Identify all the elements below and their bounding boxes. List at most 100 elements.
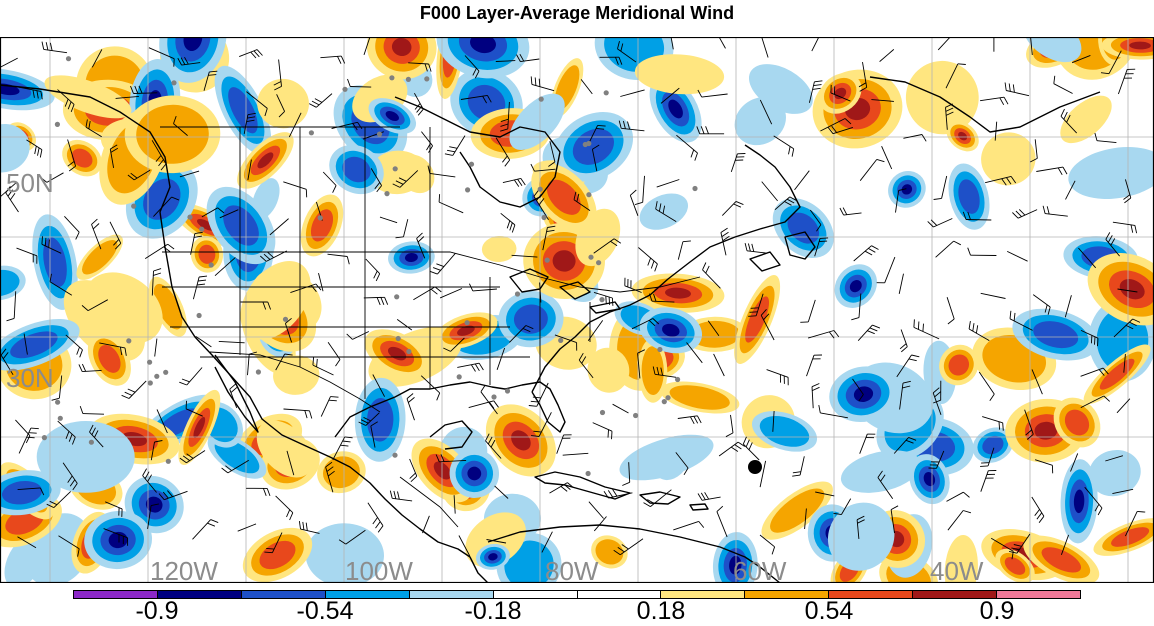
observation-dot (377, 132, 382, 137)
wind-barb (581, 79, 592, 94)
wind-barb (774, 136, 794, 157)
wind-barb (807, 355, 823, 376)
wind-barb (613, 404, 629, 413)
observation-dot (406, 349, 411, 354)
wind-barb (948, 511, 971, 531)
lon-label-60w: 60W (733, 556, 787, 583)
wind-barb (368, 503, 383, 533)
wind-barb (726, 415, 733, 437)
observation-dot (187, 215, 192, 220)
observation-dot (657, 347, 662, 352)
wind-barb (589, 502, 604, 519)
wind-barb (936, 241, 961, 257)
observation-dot (583, 142, 588, 147)
wind-barb (364, 297, 388, 305)
wind-barb (219, 341, 245, 342)
wind-barb (423, 516, 430, 533)
wind-barb (903, 135, 926, 142)
wind-barb (762, 182, 778, 201)
puerto-rico (690, 504, 708, 510)
wind-barb (714, 354, 725, 376)
wind-barb (380, 217, 397, 223)
wind-barb (80, 406, 104, 414)
observation-dot (166, 459, 171, 464)
wind-barb (328, 254, 350, 264)
observation-dot (148, 380, 153, 385)
wind-barb (620, 90, 644, 97)
wind-barb (1118, 69, 1135, 94)
wind-barb (1043, 206, 1068, 216)
observation-dot (66, 56, 71, 61)
wind-barb (531, 76, 554, 90)
wind-barb (899, 274, 903, 294)
lat-label-50n: 50N (6, 168, 54, 198)
wind-barb (122, 381, 147, 399)
wind-barb (155, 339, 157, 357)
wind-barb (981, 471, 997, 492)
observation-dot (545, 258, 550, 263)
wind-barb (421, 132, 432, 153)
map-panel[interactable]: 50N 30N 120W 100W 80W 60W 40W (0, 37, 1154, 583)
wind-barb (413, 287, 441, 300)
wind-barb (860, 159, 884, 180)
observation-dot (154, 374, 159, 379)
observation-dot (491, 394, 496, 399)
wind-barb (193, 276, 207, 299)
wind-barb (792, 456, 804, 476)
wind-barb (994, 37, 1002, 52)
observation-dot (633, 413, 638, 418)
wind-barb (283, 182, 306, 198)
wind-barb (594, 517, 606, 531)
observation-dot (392, 453, 397, 458)
wind-barb (717, 506, 727, 537)
wind-barb (858, 325, 880, 341)
wind-barb (276, 496, 293, 520)
wind-barb (1095, 133, 1117, 143)
wind-barb (900, 330, 907, 352)
observation-dot (539, 97, 544, 102)
wind-barb (722, 201, 743, 215)
station-marker (748, 460, 762, 474)
observation-dot (465, 187, 470, 192)
observation-dot (309, 130, 314, 135)
wind-barb (761, 37, 769, 58)
map-title: F000 Layer-Average Meridional Wind (0, 0, 1154, 26)
observation-dot (600, 410, 605, 415)
wind-barb (812, 37, 823, 51)
observation-dot (147, 360, 152, 365)
observation-dot (197, 313, 202, 318)
observation-dot (586, 192, 591, 197)
observation-dot (596, 260, 601, 265)
wind-barb (882, 146, 892, 169)
observation-dot (318, 215, 323, 220)
lon-label-100w: 100W (345, 556, 413, 583)
observation-dot (126, 338, 131, 343)
wind-barb (321, 397, 338, 417)
observation-dot (469, 162, 474, 167)
wind-barb (812, 384, 820, 409)
wind-barb (396, 219, 408, 238)
observation-dot (662, 399, 667, 404)
wind-barb (877, 257, 895, 283)
wind-barb (795, 171, 810, 190)
wind-barb (397, 319, 412, 330)
wind-barb (469, 401, 499, 409)
wind-barb (1007, 251, 1027, 261)
wind-barb (630, 190, 638, 216)
wind-barb (407, 394, 415, 421)
wind-barb (563, 453, 589, 455)
lon-label-120w: 120W (150, 556, 218, 583)
wind-barb (981, 293, 1006, 298)
wind-barb (309, 94, 332, 108)
observation-dot (256, 369, 261, 374)
observation-dot (209, 262, 214, 267)
observation-dot (131, 204, 136, 209)
observation-dot (692, 186, 697, 191)
wind-barb (328, 342, 340, 366)
wind-barb (0, 58, 18, 68)
wind-barb (854, 246, 879, 261)
wind-barb (445, 136, 465, 156)
wind-barb (928, 219, 953, 228)
wind-barb (673, 521, 704, 530)
wind-barb (1005, 83, 1029, 96)
